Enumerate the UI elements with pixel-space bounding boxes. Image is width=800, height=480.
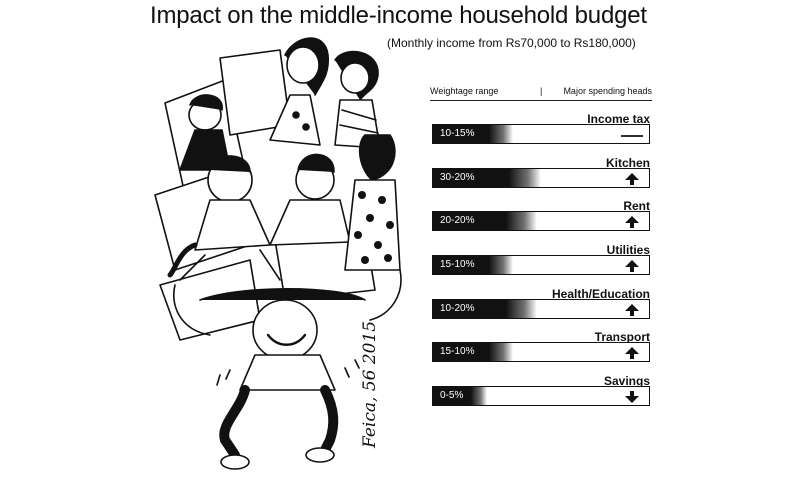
arrow-down-icon (625, 391, 639, 404)
weightage-fill (433, 125, 513, 143)
weightage-bar: 0-5% (432, 386, 650, 407)
family-cartoon-illustration (154, 37, 402, 470)
weightage-bar: 10-20% (432, 298, 650, 319)
weightage-bar: 15-10% (432, 255, 650, 276)
page-title: Impact on the middle-income household bu… (150, 2, 647, 29)
weightage-fill (433, 299, 537, 318)
row-label: Transport (594, 330, 650, 345)
legend: Weightage range | Major spending heads (430, 86, 652, 100)
row-label: Rent (623, 199, 650, 214)
spending-row-transport: Transport 15-10% (430, 326, 652, 370)
arrow-up-icon (625, 260, 639, 273)
flat-line-icon (621, 135, 643, 137)
row-label: Kitchen (605, 155, 650, 170)
spending-row-savings: Savings 0-5% (430, 370, 652, 414)
page-subtitle: (Monthly income from Rs70,000 to Rs180,0… (387, 36, 636, 50)
row-label: Utilities (606, 243, 650, 258)
weightage-range: 0-5% (440, 390, 464, 402)
weightage-range: 15-10% (440, 259, 475, 271)
legend-divider (430, 100, 652, 101)
arrow-up-icon (625, 216, 639, 229)
arrow-up-icon (625, 303, 639, 316)
spending-row-health-education: Health/Education 10-20% (430, 283, 652, 327)
legend-weightage-label: Weightage range (430, 86, 499, 96)
row-label: Savings (603, 374, 650, 389)
row-label: Income tax (587, 112, 650, 126)
weightage-fill (433, 387, 487, 406)
spending-row-kitchen: Kitchen 30-20% (430, 152, 652, 196)
weightage-bar: 15-10% (432, 342, 650, 363)
weightage-range: 30-20% (440, 171, 475, 183)
artist-signature: Feica, 56 2015 (360, 320, 380, 448)
weightage-fill (433, 212, 537, 231)
legend-spending-label: Major spending heads (563, 86, 652, 96)
arrow-up-icon (625, 172, 639, 185)
spending-heads-list: Income tax 10-15% Kitchen 30-20% Rent 20… (430, 108, 652, 414)
weightage-range: 10-20% (440, 302, 475, 314)
weightage-fill (433, 256, 513, 275)
weightage-bar: 30-20% (432, 167, 650, 188)
arrow-up-icon (625, 347, 639, 360)
weightage-bar: 10-15% (432, 124, 650, 144)
spending-row-utilities: Utilities 15-10% (430, 239, 652, 283)
spending-row-income-tax: Income tax 10-15% (430, 108, 652, 152)
row-label: Health/Education (551, 286, 650, 301)
weightage-range: 15-10% (440, 346, 475, 358)
spending-row-rent: Rent 20-20% (430, 195, 652, 239)
legend-separator: | (540, 86, 543, 96)
weightage-fill (433, 343, 513, 362)
weightage-bar: 20-20% (432, 211, 650, 232)
weightage-fill (433, 168, 541, 187)
weightage-range: 10-15% (440, 128, 475, 139)
weightage-range: 20-20% (440, 215, 475, 227)
